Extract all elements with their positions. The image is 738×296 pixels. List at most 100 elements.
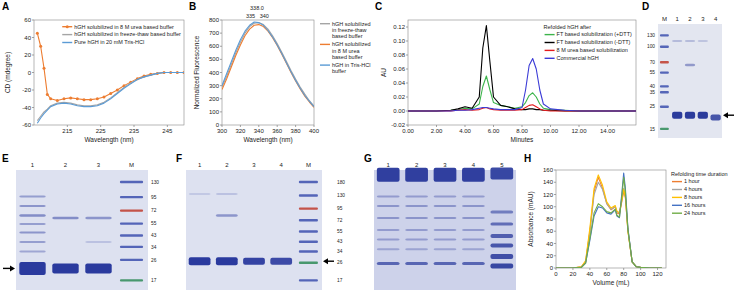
x-tick-label: 60 xyxy=(603,271,610,277)
y-tick-label: -40 xyxy=(22,105,31,111)
y-tick-label: 0.10 xyxy=(393,38,405,44)
legend-label: Commercial hGH xyxy=(557,55,599,61)
gel-band xyxy=(462,205,485,207)
x-tick xyxy=(522,125,523,127)
x-tick-label: 320 xyxy=(235,128,246,134)
x-axis-label: Minutes xyxy=(511,136,535,143)
plot-area xyxy=(222,22,314,107)
series-marker xyxy=(116,89,119,92)
y-tick-label: 120 xyxy=(543,192,554,198)
series-marker xyxy=(43,67,46,70)
marker-label: 100 xyxy=(647,44,655,49)
gel-band xyxy=(434,195,457,197)
ladder-band xyxy=(120,279,143,281)
gel-band xyxy=(434,217,457,219)
marker-label: 95 xyxy=(151,195,157,200)
gel-band xyxy=(672,112,682,119)
marker-label: 72 xyxy=(337,218,343,223)
legend-swatch xyxy=(545,50,555,51)
arrow-shaft xyxy=(3,268,11,269)
ladder-band xyxy=(660,61,669,63)
series-line xyxy=(222,25,314,108)
y-tick-label: 160 xyxy=(543,167,554,173)
gel-band xyxy=(490,254,513,259)
lane-label: 4 xyxy=(714,16,718,22)
gel-band xyxy=(405,262,428,265)
y-tick-label: 500 xyxy=(209,56,220,62)
y-tick-label: 200 xyxy=(209,96,220,102)
ladder-band xyxy=(120,209,143,211)
y-tick-label: 100 xyxy=(209,109,220,115)
x-tick-label: 215 xyxy=(62,128,73,134)
gel-band xyxy=(52,263,78,273)
gel-band xyxy=(685,40,695,42)
gel-band xyxy=(462,168,485,182)
y-tick-label: 800 xyxy=(209,17,220,23)
gel-band xyxy=(85,241,111,243)
y-tick xyxy=(220,59,222,60)
ladder-band xyxy=(299,230,318,232)
series-line xyxy=(556,182,662,268)
y-tick-label: 300 xyxy=(209,83,220,89)
marker-label: 55 xyxy=(650,70,656,75)
series-line xyxy=(556,173,662,268)
lane-label: M xyxy=(306,162,311,168)
series-line xyxy=(222,22,314,107)
x-tick xyxy=(277,125,278,127)
gel-background xyxy=(186,170,322,290)
gel-band xyxy=(490,211,513,214)
gel-band xyxy=(19,223,45,225)
y-tick-label: -60 xyxy=(22,122,31,128)
legend-title: Refolding time duration xyxy=(671,171,728,177)
x-tick-label: 120 xyxy=(653,271,664,277)
legend-swatch xyxy=(672,181,682,182)
y-tick-label: 80 xyxy=(546,216,553,222)
figure: A215225235245-60-40-200204060Wavelength … xyxy=(0,0,738,296)
y-tick xyxy=(220,85,222,86)
legend-swatch xyxy=(62,26,72,27)
x-tick-label: 340 xyxy=(254,128,265,134)
series-line xyxy=(222,23,314,106)
y-tick-label: 0 xyxy=(28,70,32,76)
plot-area xyxy=(556,173,662,268)
marker-label: 34 xyxy=(337,249,343,254)
gel-band xyxy=(434,205,457,207)
plot-frame xyxy=(34,20,184,125)
y-tick-label: 0.12 xyxy=(393,24,405,30)
ladder-band xyxy=(120,234,143,236)
ladder-band xyxy=(299,279,318,281)
panel-letter: B xyxy=(189,1,196,12)
gel-band xyxy=(377,195,400,197)
legend-label: hGH solubilizedin 8 M ureabased buffer xyxy=(332,41,371,60)
y-tick xyxy=(220,72,222,73)
ladder-band xyxy=(299,181,318,183)
marker-label: 70 xyxy=(650,60,656,65)
marker-label: 130 xyxy=(151,180,159,185)
legend-swatch xyxy=(672,212,682,213)
gel-band xyxy=(490,264,513,269)
marker-label: 43 xyxy=(151,233,157,238)
gel-band xyxy=(490,244,513,248)
gel-band xyxy=(462,229,485,231)
y-tick-label: 0.06 xyxy=(393,66,405,72)
legend-swatch xyxy=(672,197,682,198)
y-axis-label: AU xyxy=(380,68,387,77)
lane-label: M xyxy=(129,162,134,168)
gel-band xyxy=(490,234,513,238)
annotation: 338.0 xyxy=(250,5,264,11)
lane-label: 2 xyxy=(64,162,68,168)
x-tick-label: 0.00 xyxy=(402,128,414,134)
chart-panel: A215225235245-60-40-200204060Wavelength … xyxy=(2,1,186,144)
gel-band xyxy=(405,248,428,250)
gel-band xyxy=(405,229,428,231)
gel-band xyxy=(216,214,238,217)
gel-band xyxy=(698,112,708,119)
ladder-band xyxy=(120,181,143,183)
legend: hGH solubilizedin freeze-thawbased buffe… xyxy=(320,21,371,75)
legend-swatch-marker xyxy=(66,25,69,28)
lane-label: 2 xyxy=(225,162,229,168)
x-tick xyxy=(167,125,168,127)
series-line xyxy=(556,177,662,268)
chart-panel: C0.002.004.006.008.0010.0012.0014.00-0.0… xyxy=(375,1,636,143)
gel-background xyxy=(16,170,148,290)
